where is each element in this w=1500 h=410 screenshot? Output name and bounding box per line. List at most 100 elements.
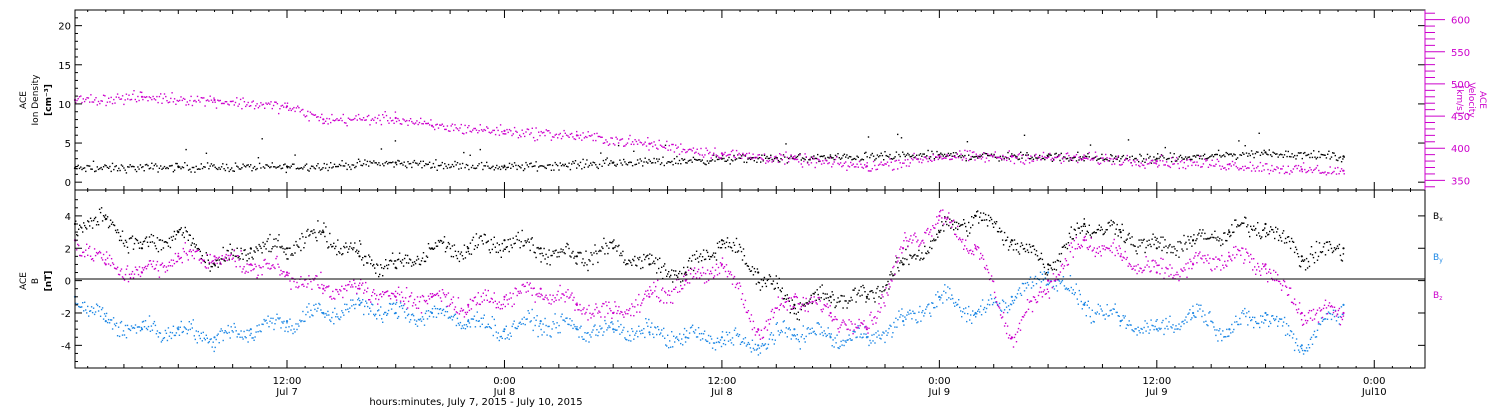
panel1-point xyxy=(601,165,603,167)
panel2-point xyxy=(1042,279,1045,281)
panel1-point xyxy=(970,156,972,158)
panel1-point xyxy=(1125,158,1127,160)
panel2-point xyxy=(696,257,699,259)
panel2-point xyxy=(209,253,211,256)
panel1-point xyxy=(606,157,608,159)
panel2-point xyxy=(215,259,217,262)
panel2-point xyxy=(286,274,288,276)
panel1-point xyxy=(389,161,391,164)
panel2-point xyxy=(1324,254,1327,256)
panel2-point xyxy=(1223,232,1225,234)
panel1-point xyxy=(912,159,914,161)
panel2-point xyxy=(368,313,370,315)
panel1-point xyxy=(137,166,139,168)
panel2-point xyxy=(321,283,323,286)
panel1-point xyxy=(976,157,979,159)
panel2-point xyxy=(1054,280,1057,282)
panel2-point xyxy=(993,221,996,223)
panel2-point xyxy=(272,264,274,266)
panel2-point xyxy=(1258,322,1260,325)
panel1-point xyxy=(799,154,801,156)
panel2-point xyxy=(314,277,316,280)
panel2-point xyxy=(895,317,897,319)
panel1-point xyxy=(837,162,839,165)
panel1-point xyxy=(208,100,210,102)
panel2-point xyxy=(1248,310,1250,313)
panel2-point xyxy=(79,306,81,308)
panel2-point xyxy=(146,241,149,243)
panel1-point xyxy=(77,164,79,167)
panel2-point xyxy=(683,327,686,330)
panel2-point xyxy=(144,237,147,240)
panel2-point xyxy=(772,280,775,282)
panel1-point xyxy=(1205,160,1207,162)
panel1-point xyxy=(890,161,892,163)
panel1-point xyxy=(356,119,358,121)
panel2-point xyxy=(270,250,272,253)
panel2-point xyxy=(263,259,265,261)
panel2-point xyxy=(695,250,698,252)
panel1-point xyxy=(847,157,849,159)
panel2-point xyxy=(1108,314,1110,317)
panel2-point xyxy=(528,312,530,314)
panel1-point xyxy=(1101,157,1103,159)
panel2-point xyxy=(1145,330,1147,332)
panel2-point xyxy=(971,216,973,218)
panel2-point xyxy=(542,323,544,325)
panel2-point xyxy=(285,253,287,256)
panel1-point xyxy=(362,163,365,165)
panel2-point xyxy=(92,219,95,222)
panel2-point xyxy=(1205,320,1207,322)
panel1-point xyxy=(1149,155,1151,158)
panel2-point xyxy=(654,326,656,328)
panel2-point xyxy=(85,226,87,229)
panel2-point xyxy=(584,262,586,264)
panel2-point xyxy=(973,217,975,219)
panel2-point xyxy=(224,330,226,332)
panel1-point xyxy=(179,99,181,102)
panel2-point xyxy=(526,318,528,320)
panel2-point xyxy=(240,250,242,252)
panel1-data-point xyxy=(1155,157,1158,160)
panel2-point xyxy=(102,318,105,320)
panel1-point xyxy=(568,136,570,138)
panel1-point xyxy=(1280,168,1282,170)
panel1-point xyxy=(345,122,347,124)
panel2-point xyxy=(217,333,219,335)
panel2-point xyxy=(159,332,162,334)
panel2-point xyxy=(845,341,847,343)
panel2-point xyxy=(387,264,390,266)
panel1-point xyxy=(104,95,106,97)
panel1-point xyxy=(1245,152,1248,154)
panel2-point xyxy=(229,243,231,245)
panel2-point xyxy=(371,259,373,261)
panel2-point xyxy=(578,252,580,254)
panel1-point xyxy=(910,157,913,160)
panel1-point xyxy=(1158,157,1160,160)
panel2-point xyxy=(1058,280,1061,282)
panel1-point xyxy=(765,157,767,159)
panel1-point xyxy=(1121,156,1123,158)
panel2-point xyxy=(996,304,999,306)
panel1-point xyxy=(659,163,662,166)
panel2-point xyxy=(284,275,286,278)
panel2-point xyxy=(180,227,182,229)
panel2-point xyxy=(934,239,936,242)
panel2-point xyxy=(902,315,904,317)
panel1-point xyxy=(175,162,177,165)
panel2-point xyxy=(760,345,763,347)
panel1-point xyxy=(1337,159,1339,162)
panel1-point xyxy=(824,157,827,159)
panel1-point xyxy=(663,164,665,167)
panel2-point xyxy=(234,260,236,263)
panel2-point xyxy=(782,321,784,323)
panel1-point xyxy=(700,147,702,150)
panel2-point xyxy=(436,245,439,247)
panel2-point xyxy=(341,285,343,287)
panel2-point xyxy=(988,304,991,306)
panel2-point xyxy=(665,269,667,271)
panel2-point xyxy=(1098,224,1100,226)
panel2-point xyxy=(296,328,298,331)
panel1-point xyxy=(378,114,380,116)
panel2-point xyxy=(139,241,142,243)
